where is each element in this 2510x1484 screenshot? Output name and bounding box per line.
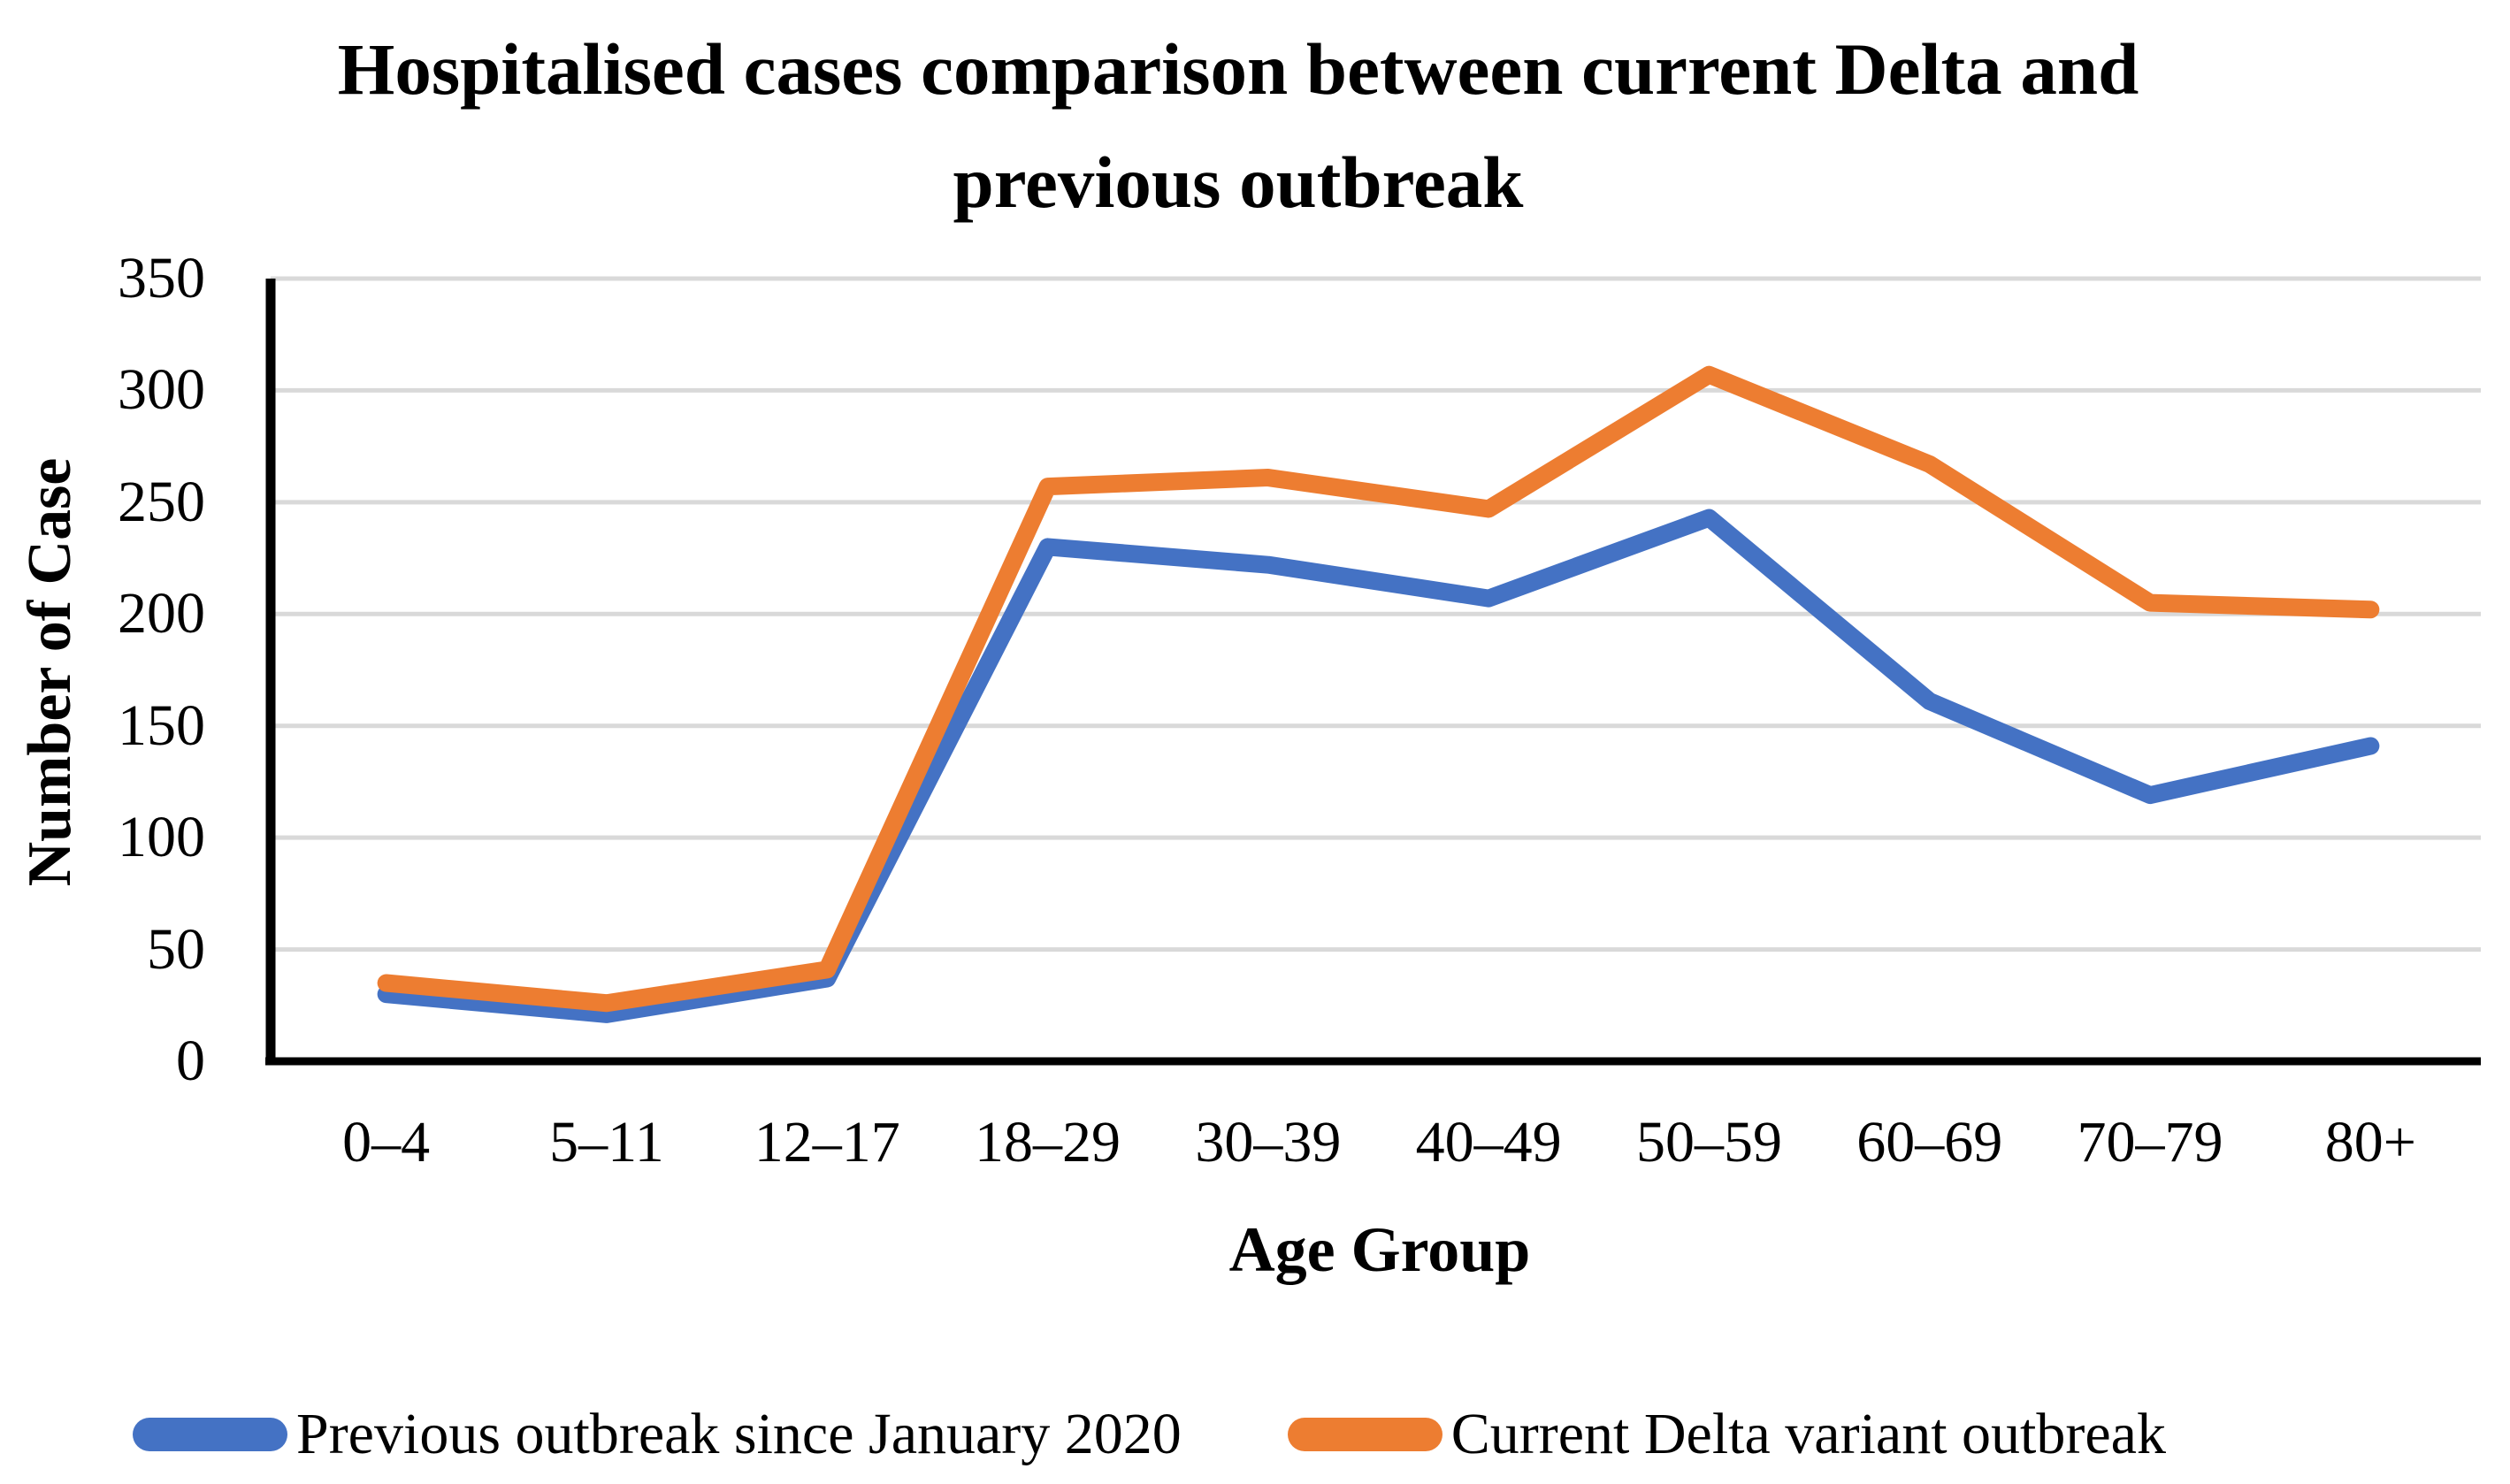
y-tick-label: 150: [118, 692, 205, 758]
x-tick-label: 18–29: [975, 1110, 1121, 1174]
x-tick-label: 30–39: [1195, 1110, 1342, 1174]
legend: Previous outbreak since January 2020 Curr…: [133, 1399, 2166, 1470]
y-tick-label: 100: [118, 805, 205, 870]
series-line-current-delta: [377, 365, 2380, 1013]
chart-title-line1: Hospitalised cases comparison between cu…: [337, 28, 2139, 110]
x-tick-label: 60–69: [1856, 1110, 2003, 1174]
y-tick-label: 350: [118, 246, 205, 310]
y-tick-label: 50: [147, 916, 205, 982]
legend-item-previous-outbreak: Previous outbreak since January 2020: [133, 1399, 1182, 1470]
chart-title: Hospitalised cases comparison between cu…: [0, 12, 2476, 239]
legend-item-current-delta: Current Delta variant outbreak: [1287, 1399, 2166, 1470]
legend-label: Previous outbreak since January 2020: [296, 1402, 1182, 1466]
x-tick-label: 12–17: [754, 1110, 900, 1174]
legend-line-swatch: [1287, 1418, 1442, 1451]
y-tick-label: 250: [118, 469, 205, 534]
x-tick-label: 70–79: [2077, 1110, 2223, 1174]
x-tick-label: 80+: [2324, 1110, 2416, 1174]
x-tick-label: 0–4: [342, 1110, 431, 1174]
y-tick-label: 200: [118, 581, 205, 646]
chart-title-line2: previous outbreak: [953, 142, 1524, 223]
legend-label: Current Delta variant outbreak: [1450, 1402, 2166, 1466]
x-tick-label: 40–49: [1415, 1110, 1562, 1174]
x-axis-title: Age Group: [1228, 1214, 1531, 1285]
legend-line-swatch: [133, 1418, 287, 1451]
y-tick-label: 0: [176, 1029, 205, 1093]
series-line-previous-outbreak: [377, 509, 2380, 1023]
x-tick-label: 50–59: [1635, 1110, 1782, 1174]
x-tick-label: 5–11: [549, 1110, 664, 1174]
y-tick-label: 300: [118, 357, 205, 423]
